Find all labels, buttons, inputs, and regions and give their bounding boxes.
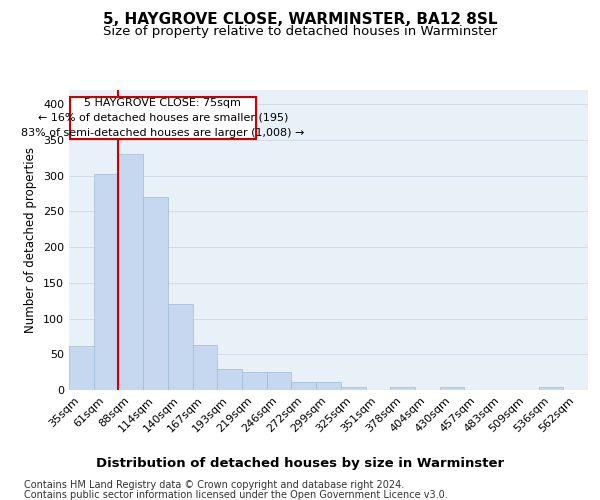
Bar (193, 345, 217, 390)
Text: 5, HAYGROVE CLOSE, WARMINSTER, BA12 8SL: 5, HAYGROVE CLOSE, WARMINSTER, BA12 8SL (103, 12, 497, 28)
Bar (217, 368, 242, 390)
Bar (440, 387, 464, 390)
Y-axis label: Number of detached properties: Number of detached properties (25, 147, 37, 333)
Bar (94, 174, 118, 390)
Bar (390, 387, 415, 390)
Bar (267, 372, 292, 390)
Bar (69, 346, 94, 390)
Bar (292, 382, 316, 390)
Text: Contains HM Land Registry data © Crown copyright and database right 2024.: Contains HM Land Registry data © Crown c… (24, 480, 404, 490)
Text: Size of property relative to detached houses in Warminster: Size of property relative to detached ho… (103, 25, 497, 38)
Bar (118, 154, 143, 390)
Bar (316, 382, 341, 390)
Text: 5 HAYGROVE CLOSE: 75sqm
← 16% of detached houses are smaller (195)
83% of semi-d: 5 HAYGROVE CLOSE: 75sqm ← 16% of detache… (21, 98, 305, 138)
Bar (341, 387, 365, 390)
Bar (168, 304, 193, 390)
Bar (242, 372, 267, 390)
Text: Distribution of detached houses by size in Warminster: Distribution of detached houses by size … (96, 458, 504, 470)
Bar (539, 387, 563, 390)
Bar (143, 197, 168, 390)
Text: Contains public sector information licensed under the Open Government Licence v3: Contains public sector information licen… (24, 490, 448, 500)
FancyBboxPatch shape (70, 97, 256, 138)
